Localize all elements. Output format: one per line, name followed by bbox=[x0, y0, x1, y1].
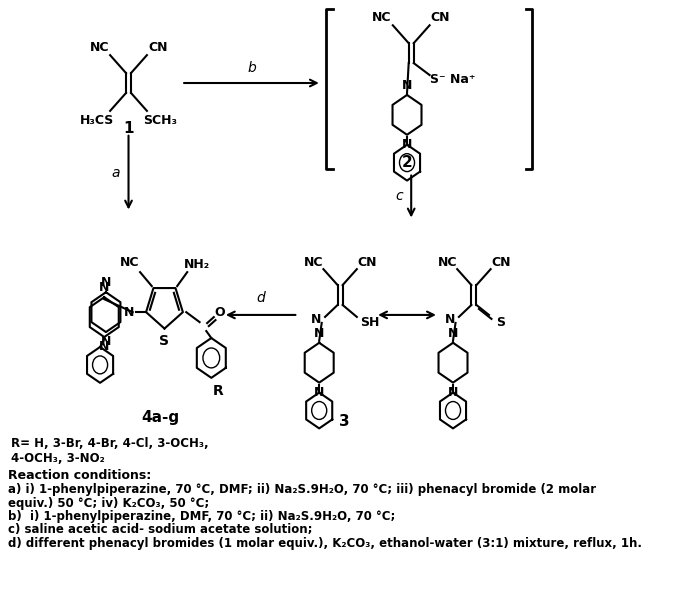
Text: N: N bbox=[312, 313, 322, 326]
Text: SH: SH bbox=[360, 316, 379, 329]
Text: 2: 2 bbox=[401, 155, 412, 170]
Text: NC: NC bbox=[121, 256, 140, 269]
Text: S: S bbox=[496, 316, 506, 329]
Text: 3: 3 bbox=[339, 414, 349, 429]
Text: NH₂: NH₂ bbox=[184, 257, 210, 271]
Text: 4-OCH₃, 3-NO₂: 4-OCH₃, 3-NO₂ bbox=[12, 452, 105, 465]
Text: a: a bbox=[112, 166, 120, 179]
Text: 1: 1 bbox=[123, 121, 134, 136]
Text: R: R bbox=[212, 384, 223, 398]
Text: N: N bbox=[448, 386, 458, 398]
Text: O: O bbox=[214, 305, 225, 319]
Text: N: N bbox=[101, 276, 111, 289]
Text: c: c bbox=[395, 190, 403, 203]
Text: N: N bbox=[402, 138, 412, 151]
Text: N: N bbox=[314, 386, 325, 398]
Text: S: S bbox=[160, 334, 169, 347]
Text: b: b bbox=[247, 61, 256, 75]
Text: N: N bbox=[445, 313, 456, 326]
Text: N: N bbox=[124, 305, 134, 319]
Text: d: d bbox=[256, 291, 265, 305]
Text: CN: CN bbox=[357, 256, 377, 269]
Text: 4a-g: 4a-g bbox=[141, 410, 179, 425]
Text: R= H, 3-Br, 4-Br, 4-Cl, 3-OCH₃,: R= H, 3-Br, 4-Br, 4-Cl, 3-OCH₃, bbox=[12, 437, 209, 451]
Text: CN: CN bbox=[491, 256, 510, 269]
Text: N: N bbox=[314, 327, 325, 340]
Text: N: N bbox=[99, 340, 110, 353]
Text: SCH₃: SCH₃ bbox=[143, 115, 177, 127]
Text: d) different phenacyl bromides (1 molar equiv.), K₂CO₃, ethanol-water (3:1) mixt: d) different phenacyl bromides (1 molar … bbox=[8, 537, 642, 550]
Text: NC: NC bbox=[372, 11, 392, 24]
Text: NC: NC bbox=[438, 256, 457, 269]
Text: N: N bbox=[101, 335, 111, 348]
Text: Reaction conditions:: Reaction conditions: bbox=[8, 469, 151, 482]
Text: S⁻ Na⁺: S⁻ Na⁺ bbox=[430, 73, 476, 86]
Text: CN: CN bbox=[431, 11, 450, 24]
Text: NC: NC bbox=[303, 256, 323, 269]
Text: NC: NC bbox=[90, 41, 109, 53]
Text: N: N bbox=[99, 281, 110, 294]
Text: H₃CS: H₃CS bbox=[79, 115, 114, 127]
Text: a) i) 1-phenylpiperazine, 70 °C, DMF; ii) Na₂S.9H₂O, 70 °C; iii) phenacyl bromid: a) i) 1-phenylpiperazine, 70 °C, DMF; ii… bbox=[8, 483, 596, 496]
Text: b)  i) 1-phenylpiperazine, DMF, 70 °C; ii) Na₂S.9H₂O, 70 °C;: b) i) 1-phenylpiperazine, DMF, 70 °C; ii… bbox=[8, 510, 395, 523]
Text: CN: CN bbox=[148, 41, 168, 53]
Text: equiv.) 50 °C; iv) K₂CO₃, 50 °C;: equiv.) 50 °C; iv) K₂CO₃, 50 °C; bbox=[8, 497, 210, 509]
Text: c) saline acetic acid- sodium acetate solution;: c) saline acetic acid- sodium acetate so… bbox=[8, 523, 312, 536]
Text: N: N bbox=[402, 79, 412, 92]
Text: N: N bbox=[448, 327, 458, 340]
